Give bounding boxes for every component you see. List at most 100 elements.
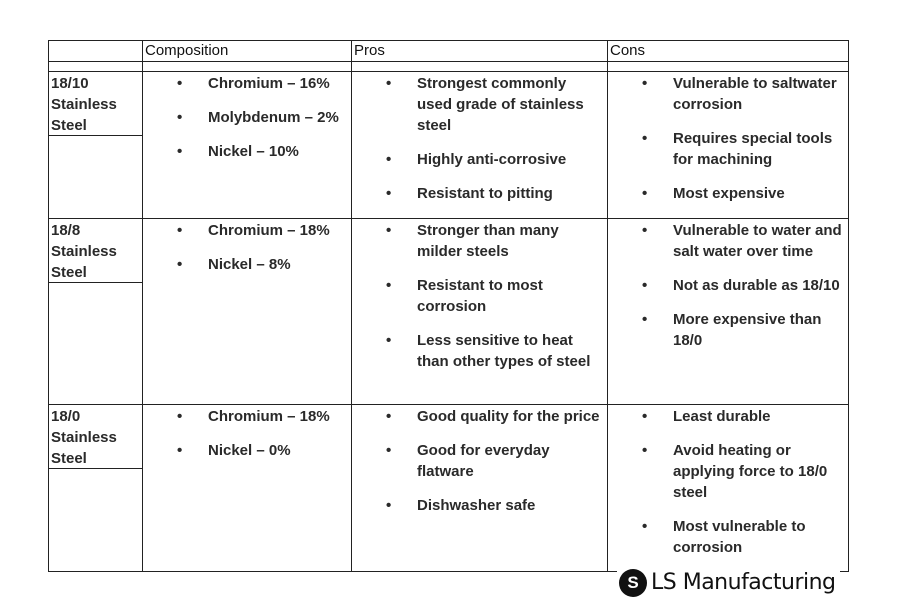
- list-item-text: Less sensitive to heat than other types …: [417, 332, 591, 370]
- list-item: • Chromium – 18%: [143, 220, 351, 241]
- list-item: • Nickel – 10%: [143, 141, 351, 162]
- list-item: • Nickel – 8%: [143, 254, 351, 275]
- bullet-icon: •: [386, 151, 392, 168]
- table-row: 18/8 Stainless Steel • Chromium – 18% • Nic…: [48, 218, 849, 405]
- list-item: • Avoid heating or applying force to 18/0…: [608, 440, 848, 503]
- table-row: 18/10 Stainless Steel • Chromium – 16% • Mo…: [48, 71, 849, 219]
- composition-list: • Chromium – 18% • Nickel – 8%: [143, 219, 351, 275]
- bullet-icon: •: [386, 185, 392, 202]
- list-item-text: Chromium – 18%: [208, 408, 330, 425]
- list-item-text: Vulnerable to water and salt water over …: [673, 222, 842, 260]
- header-pros: Pros: [351, 40, 608, 62]
- bullet-icon: •: [386, 75, 392, 92]
- bullet-icon: •: [386, 332, 392, 349]
- bullet-icon: •: [177, 256, 183, 273]
- list-item-text: Dishwasher safe: [417, 497, 536, 514]
- list-item: • Chromium – 16%: [143, 73, 351, 94]
- list-item-text: Stronger than many milder steels: [417, 222, 559, 260]
- composition-cell: • Chromium – 18% • Nickel – 0%: [142, 404, 352, 572]
- list-item: • Nickel – 0%: [143, 440, 351, 461]
- list-item: • Least durable: [608, 406, 848, 427]
- list-item-text: Resistant to pitting: [417, 185, 553, 202]
- list-item-text: Most expensive: [673, 185, 785, 202]
- bullet-icon: •: [642, 277, 648, 294]
- watermark-text: LS Manufacturing: [651, 570, 836, 595]
- cons-cell: • Vulnerable to saltwater corrosion • Requi…: [607, 71, 849, 219]
- header-blank: [48, 40, 143, 62]
- list-item: • Vulnerable to water and salt water over…: [608, 220, 848, 262]
- list-item: • Most vulnerable to corrosion: [608, 516, 848, 558]
- list-item: • Good quality for the price: [352, 406, 607, 427]
- list-item-text: Requires special tools for machining: [673, 130, 833, 168]
- pros-list: • Strongest commonly used grade of stainl…: [352, 72, 607, 204]
- bullet-icon: •: [642, 442, 648, 459]
- pros-cell: • Strongest commonly used grade of stainl…: [351, 71, 608, 219]
- bullet-icon: •: [177, 75, 183, 92]
- bullet-icon: •: [177, 222, 183, 239]
- cons-list: • Least durable • Avoid heating or applying…: [608, 405, 848, 558]
- list-item: • Not as durable as 18/10: [608, 275, 848, 296]
- list-item: • Less sensitive to heat than other types…: [352, 330, 607, 372]
- list-item: • Requires special tools for machining: [608, 128, 848, 170]
- list-item-text: Nickel – 0%: [208, 442, 291, 459]
- ls-manufacturing-watermark: S LS Manufacturing: [617, 568, 840, 598]
- list-item: • Most expensive: [608, 183, 848, 204]
- list-item: • Good for everyday flatware: [352, 440, 607, 482]
- cons-list: • Vulnerable to saltwater corrosion • Requi…: [608, 72, 848, 204]
- list-item: • Dishwasher safe: [352, 495, 607, 516]
- list-item-text: Avoid heating or applying force to 18/0 …: [673, 442, 828, 501]
- list-item: • Strongest commonly used grade of stainl…: [352, 73, 607, 136]
- bullet-icon: •: [642, 518, 648, 535]
- pros-cell: • Good quality for the price • Good for eve…: [351, 404, 608, 572]
- bullet-icon: •: [386, 222, 392, 239]
- bullet-icon: •: [642, 311, 648, 328]
- list-item-text: Molybdenum – 2%: [208, 109, 339, 126]
- spacer-row: [48, 61, 849, 72]
- bullet-icon: •: [177, 143, 183, 160]
- list-item: • Molybdenum – 2%: [143, 107, 351, 128]
- list-item-text: Most vulnerable to corrosion: [673, 518, 806, 556]
- list-item: • Stronger than many milder steels: [352, 220, 607, 262]
- header-row: Composition Pros Cons: [48, 40, 849, 62]
- list-item-text: Least durable: [673, 408, 771, 425]
- header-cons: Cons: [607, 40, 849, 62]
- list-item-text: Strongest commonly used grade of stainle…: [417, 75, 584, 134]
- list-item: • Resistant to most corrosion: [352, 275, 607, 317]
- composition-cell: • Chromium – 16% • Molybdenum – 2% • Nickel –…: [142, 71, 352, 219]
- composition-list: • Chromium – 18% • Nickel – 0%: [143, 405, 351, 461]
- bullet-icon: •: [642, 222, 648, 239]
- list-item: • More expensive than 18/0: [608, 309, 848, 351]
- list-item-text: Nickel – 10%: [208, 143, 299, 160]
- row-label: 18/0 Stainless Steel: [49, 405, 142, 469]
- list-item-text: Highly anti-corrosive: [417, 151, 567, 168]
- header-composition: Composition: [142, 40, 352, 62]
- bullet-icon: •: [177, 442, 183, 459]
- bullet-icon: •: [642, 75, 648, 92]
- pros-list: • Good quality for the price • Good for eve…: [352, 405, 607, 516]
- spacer-cell: [351, 61, 608, 72]
- bullet-icon: •: [386, 442, 392, 459]
- bullet-icon: •: [177, 109, 183, 126]
- pros-list: • Stronger than many milder steels • Resist…: [352, 219, 607, 372]
- cons-cell: • Vulnerable to water and salt water over…: [607, 218, 849, 405]
- bullet-icon: •: [642, 408, 648, 425]
- list-item: • Resistant to pitting: [352, 183, 607, 204]
- list-item: • Vulnerable to saltwater corrosion: [608, 73, 848, 115]
- bullet-icon: •: [642, 130, 648, 147]
- composition-list: • Chromium – 16% • Molybdenum – 2% • Nickel –…: [143, 72, 351, 162]
- row-label: 18/10 Stainless Steel: [49, 72, 142, 136]
- list-item: • Chromium – 18%: [143, 406, 351, 427]
- row-label: 18/8 Stainless Steel: [49, 219, 142, 283]
- pros-cell: • Stronger than many milder steels • Resist…: [351, 218, 608, 405]
- cons-list: • Vulnerable to water and salt water over…: [608, 219, 848, 351]
- bullet-icon: •: [386, 408, 392, 425]
- spacer-cell: [607, 61, 849, 72]
- label-cell: 18/0 Stainless Steel: [48, 404, 143, 572]
- list-item-text: Good for everyday flatware: [417, 442, 550, 480]
- list-item-text: Good quality for the price: [417, 408, 600, 425]
- spacer-cell: [48, 61, 143, 72]
- list-item-text: Chromium – 18%: [208, 222, 330, 239]
- bullet-icon: •: [386, 277, 392, 294]
- table-row: 18/0 Stainless Steel • Chromium – 18% • Nic…: [48, 404, 849, 572]
- composition-cell: • Chromium – 18% • Nickel – 8%: [142, 218, 352, 405]
